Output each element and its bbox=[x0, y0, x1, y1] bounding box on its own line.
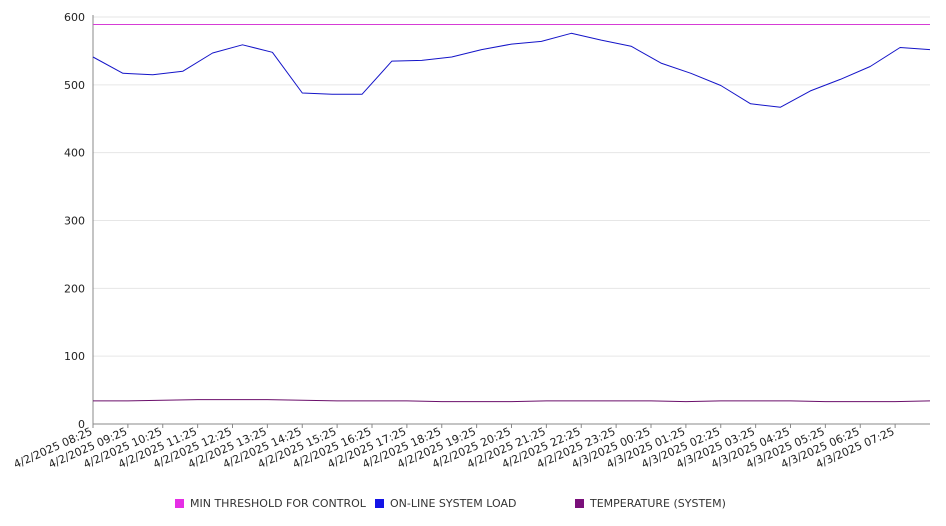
x-axis-ticks: 4/2/2025 08:254/2/2025 09:254/2/2025 10:… bbox=[12, 424, 896, 471]
legend-swatch-temperature bbox=[575, 499, 584, 508]
y-tick-label: 600 bbox=[64, 11, 85, 24]
legend-label-temperature: TEMPERATURE (SYSTEM) bbox=[590, 497, 726, 510]
gridlines bbox=[93, 16, 930, 425]
y-tick-label: 400 bbox=[64, 147, 85, 160]
y-tick-label: 300 bbox=[64, 215, 85, 228]
y-tick-label: 200 bbox=[64, 282, 85, 295]
y-tick-label: 500 bbox=[64, 79, 85, 92]
y-tick-label: 0 bbox=[78, 418, 85, 431]
legend-item-load[interactable]: ON-LINE SYSTEM LOAD bbox=[375, 497, 516, 510]
legend-swatch-threshold bbox=[175, 499, 184, 508]
legend-swatch-load bbox=[375, 499, 384, 508]
y-axis-ticks: 0 100 200 300 400 500 600 bbox=[64, 11, 85, 431]
legend: MIN THRESHOLD FOR CONTROL ON-LINE SYSTEM… bbox=[175, 497, 775, 513]
y-tick-label: 100 bbox=[64, 350, 85, 363]
series-line-2 bbox=[93, 399, 931, 403]
series-lines bbox=[92, 24, 931, 403]
legend-item-threshold[interactable]: MIN THRESHOLD FOR CONTROL bbox=[175, 497, 366, 510]
series-line-1 bbox=[92, 32, 931, 108]
legend-label-load: ON-LINE SYSTEM LOAD bbox=[390, 497, 517, 510]
legend-label-threshold: MIN THRESHOLD FOR CONTROL bbox=[190, 497, 366, 510]
legend-item-temperature[interactable]: TEMPERATURE (SYSTEM) bbox=[575, 497, 726, 510]
axes bbox=[92, 15, 930, 425]
